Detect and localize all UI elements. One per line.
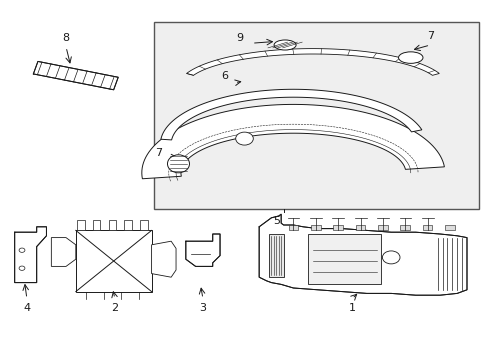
Text: 6: 6 (221, 71, 228, 81)
Polygon shape (422, 225, 431, 230)
Polygon shape (77, 220, 84, 230)
Text: 7: 7 (426, 31, 433, 41)
Polygon shape (288, 225, 298, 230)
Polygon shape (51, 238, 76, 266)
Polygon shape (161, 89, 421, 140)
Polygon shape (332, 225, 342, 230)
Bar (76, 230, 151, 292)
Circle shape (382, 251, 399, 264)
Polygon shape (140, 220, 148, 230)
Polygon shape (310, 225, 320, 230)
Bar (154, 22, 478, 209)
Text: 5: 5 (272, 216, 279, 226)
Text: 4: 4 (23, 303, 30, 313)
Circle shape (235, 132, 253, 145)
Polygon shape (15, 227, 46, 283)
Polygon shape (33, 62, 118, 90)
Text: 7: 7 (155, 148, 162, 158)
Circle shape (19, 248, 25, 252)
Ellipse shape (167, 155, 189, 173)
Polygon shape (444, 225, 454, 230)
Ellipse shape (273, 40, 296, 50)
Polygon shape (268, 234, 283, 277)
Polygon shape (186, 49, 438, 75)
Text: 8: 8 (62, 33, 69, 43)
Text: 2: 2 (111, 303, 118, 313)
Polygon shape (142, 104, 444, 179)
Text: 1: 1 (348, 303, 355, 313)
Ellipse shape (398, 52, 422, 63)
Polygon shape (400, 225, 409, 230)
Polygon shape (124, 220, 132, 230)
Polygon shape (93, 220, 101, 230)
Text: 9: 9 (236, 33, 243, 43)
Polygon shape (377, 225, 387, 230)
Polygon shape (355, 225, 365, 230)
Polygon shape (108, 220, 116, 230)
Polygon shape (151, 241, 176, 277)
Bar (307, 234, 381, 284)
Text: 3: 3 (199, 303, 206, 313)
Circle shape (19, 266, 25, 270)
Polygon shape (259, 214, 466, 295)
Polygon shape (185, 234, 220, 266)
